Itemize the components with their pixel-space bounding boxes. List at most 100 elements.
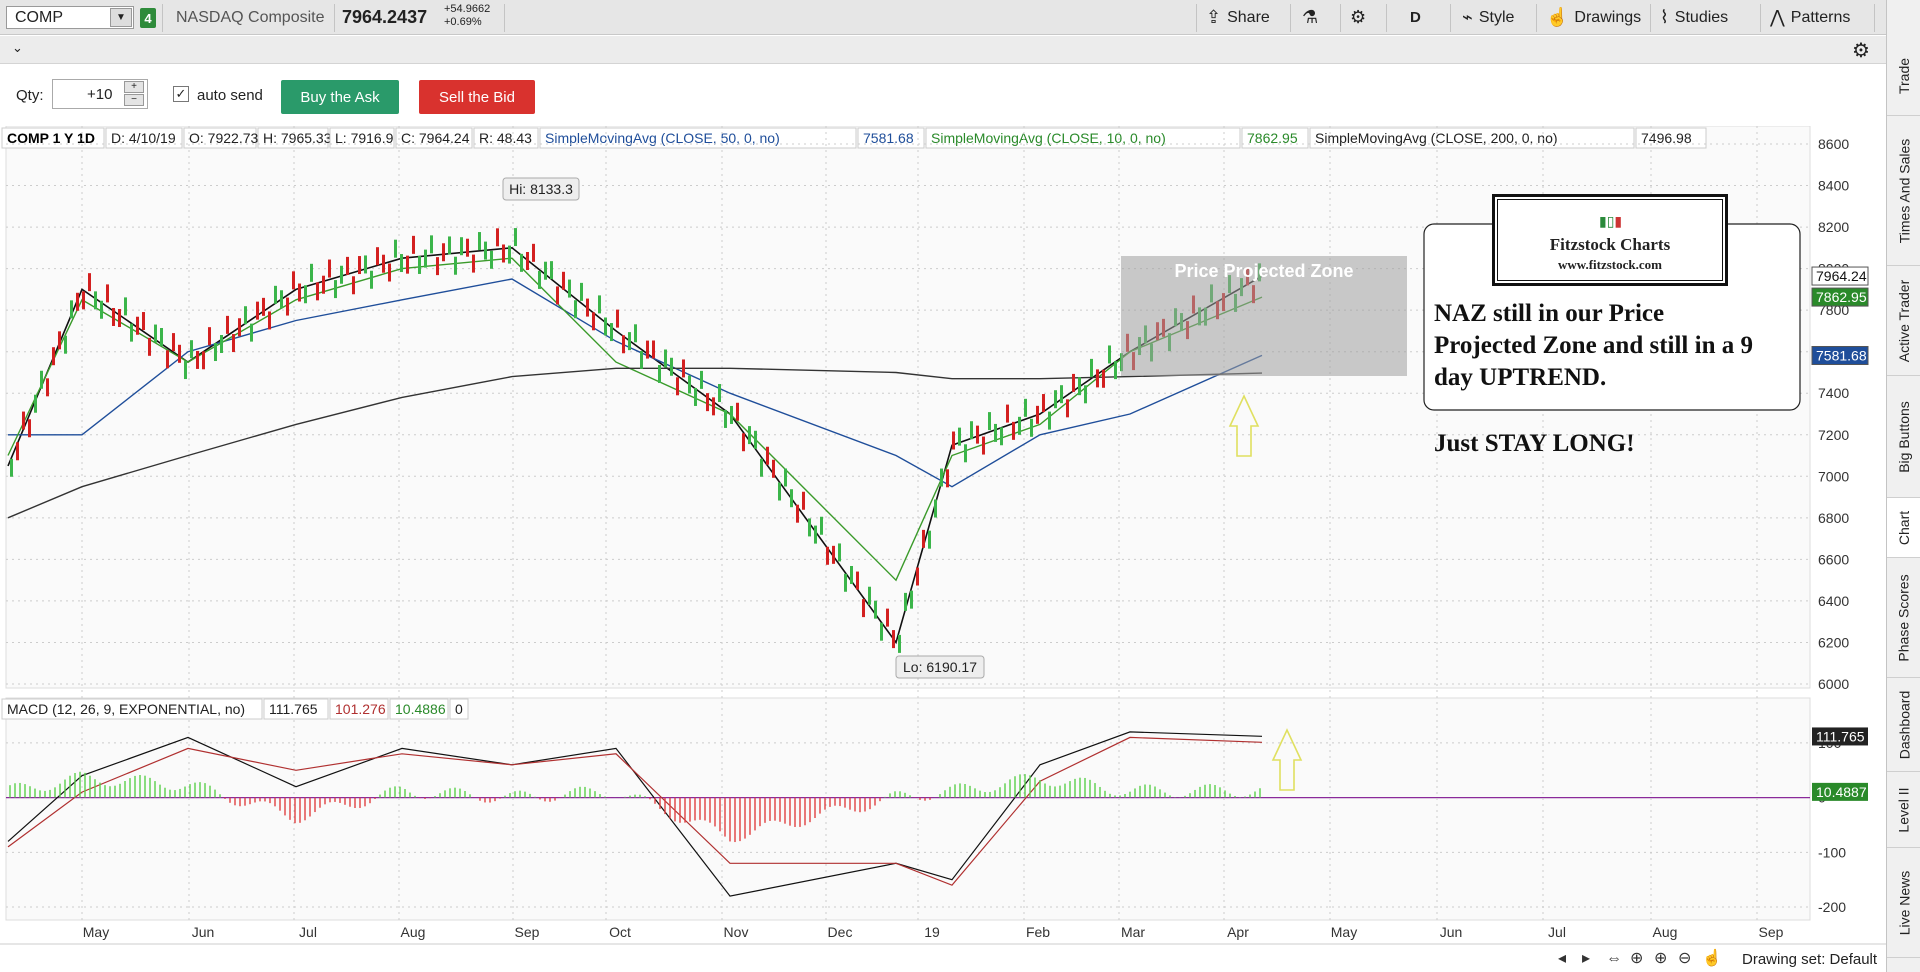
auto-send-checkbox[interactable]: ✓ (173, 86, 189, 102)
sidebar-tab-times-and-sales[interactable]: Times And Sales (1887, 116, 1920, 266)
header-cell (257, 127, 329, 149)
candle-bar (88, 273, 91, 292)
candle-bar (1084, 385, 1087, 404)
candle-bar (304, 285, 307, 304)
symbol-value: COMP (15, 8, 63, 26)
candle-bar (496, 228, 499, 247)
candle-bar (568, 279, 571, 298)
header-field: 7581.68 (863, 130, 914, 146)
chart-options-bar: ⌄ ⚙ (0, 36, 1886, 64)
drawings-button[interactable]: ☝ Drawings (1546, 0, 1641, 35)
net-change: +54.9662 (444, 3, 491, 15)
chart-area[interactable]: COMP 1 Y 1D D: 4/10/19 O: 7922.73 H: 7965.3… (0, 125, 1886, 972)
price-badge-text: 7581.68 (1816, 347, 1867, 363)
logo-url: www.fitzstock.com (1558, 257, 1662, 272)
studies-button[interactable]: ⌇ Studies (1660, 0, 1728, 35)
candle-bar (934, 499, 937, 518)
chart-settings-gear-icon[interactable]: ⚙ (1852, 40, 1870, 62)
candle-bar (664, 349, 667, 368)
header-cell (105, 127, 183, 149)
sidebar-tab-phase-scores[interactable]: Phase Scores (1887, 558, 1920, 678)
candle-bar (1096, 369, 1099, 388)
qty-decrement-button[interactable]: − (124, 94, 144, 106)
hand-icon: ☝ (1546, 7, 1569, 27)
y-tick-label: 6200 (1818, 634, 1849, 650)
candle-bar (1036, 405, 1039, 424)
collapse-chevron-icon[interactable]: ⌄ (12, 40, 23, 55)
header-cell (857, 127, 925, 149)
candle-bar (694, 387, 697, 406)
symbol-dropdown-button[interactable]: ▼ (110, 8, 132, 27)
y-tick-label: 7000 (1818, 468, 1849, 484)
candle-bar (916, 567, 919, 586)
y-tick-label: 7400 (1818, 385, 1849, 401)
candle-bar (424, 249, 427, 268)
style-button[interactable]: ⌁ Style (1462, 0, 1514, 35)
candle-bar (346, 256, 349, 275)
candle-bar (940, 468, 943, 487)
link-group-badge[interactable]: 4 (140, 8, 156, 28)
candle-bar (838, 543, 841, 562)
candle-bar (1024, 398, 1027, 417)
footer-tool-icon: ⇔ (1606, 950, 1622, 967)
sell-bid-button[interactable]: Sell the Bid (419, 80, 535, 114)
candle-bar (772, 459, 775, 478)
auto-send-label: auto send (197, 87, 263, 104)
share-icon: ⇪ (1206, 7, 1222, 27)
price-badge-text: 7862.95 (1816, 289, 1867, 305)
candle-bar (1054, 390, 1057, 409)
footer-tool-icon: ▸ (1582, 950, 1590, 967)
flask-button[interactable]: ⚗ (1302, 0, 1318, 35)
candle-bar (1006, 404, 1009, 423)
order-entry-bar: Qty: +10 + − ✓ auto send Buy the Ask Sel… (0, 64, 1886, 126)
y-tick-label: 8600 (1818, 136, 1849, 152)
x-tick-label: May (1331, 924, 1357, 940)
header-field: 7862.95 (1247, 130, 1298, 146)
candle-bar (472, 254, 475, 273)
candle-bar (292, 271, 295, 290)
sidebar-tab-trade[interactable]: Trade (1887, 36, 1920, 116)
patterns-button[interactable]: ⋀ Patterns (1770, 0, 1850, 35)
sidebar-tab-dashboard[interactable]: Dashboard (1887, 678, 1920, 772)
sidebar-tab-level-ii[interactable]: Level II (1887, 772, 1920, 848)
sidebar-tab-big-buttons[interactable]: Big Buttons (1887, 376, 1920, 498)
candle-bar (1018, 416, 1021, 435)
candle-bar (856, 571, 859, 590)
sidebar-tab-live-news[interactable]: Live News (1887, 848, 1920, 958)
series-line-3 (7, 367, 1263, 519)
candle-bar (478, 232, 481, 251)
sidebar-tab-active-trader[interactable]: Active Trader (1887, 266, 1920, 376)
candle-bar (922, 529, 925, 548)
candle-bar (826, 546, 829, 565)
qty-input[interactable]: +10 (52, 79, 148, 109)
price-badge (1811, 266, 1869, 286)
qty-increment-button[interactable]: + (124, 81, 144, 93)
candle-bar (670, 357, 673, 376)
header-cell (1635, 127, 1707, 149)
candle-bar (904, 592, 907, 611)
macd-header-field: 101.276 (335, 701, 386, 717)
candle-bar (1000, 427, 1003, 446)
candle-bar (712, 397, 715, 416)
header-field: L: 7916.9 (335, 130, 394, 146)
price-badge (1811, 287, 1869, 307)
settings-button[interactable]: ⚙ (1350, 0, 1366, 35)
candle-bar (586, 298, 589, 317)
buy-ask-button[interactable]: Buy the Ask (281, 80, 399, 114)
candle-bar (544, 261, 547, 280)
gear-icon: ⚙ (1350, 7, 1367, 27)
candle-bar (1060, 385, 1063, 404)
logo-title: Fitzstock Charts (1549, 235, 1671, 254)
flask-icon: ⚗ (1302, 7, 1319, 27)
share-button[interactable]: ⇪ Share (1206, 0, 1270, 35)
x-tick-label: Jul (299, 924, 317, 940)
candle-bar (490, 250, 493, 269)
drawing-set-label: Drawing set: Default (1742, 951, 1878, 968)
symbol-input[interactable]: COMP (6, 6, 134, 29)
macd-badge (1812, 727, 1868, 746)
candle-bar (358, 256, 361, 275)
period-button[interactable]: D (1410, 0, 1421, 35)
share-label: Share (1227, 8, 1270, 26)
candle-bar (658, 364, 661, 383)
sidebar-tab-chart[interactable]: Chart (1887, 498, 1920, 558)
